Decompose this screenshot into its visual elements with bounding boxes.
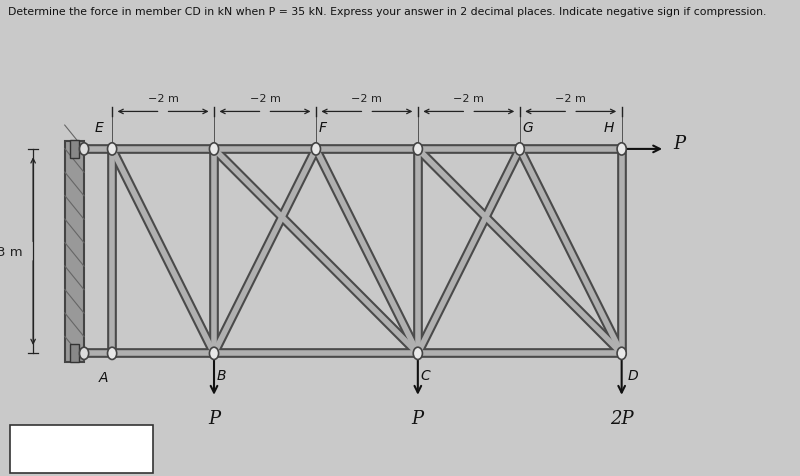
Text: B: B <box>217 368 226 383</box>
Text: A: A <box>98 371 108 385</box>
Text: 3 m: 3 m <box>0 245 23 258</box>
Text: −2 m: −2 m <box>351 94 382 104</box>
Text: F: F <box>318 121 326 135</box>
FancyBboxPatch shape <box>10 425 153 473</box>
Text: −2 m: −2 m <box>555 94 586 104</box>
Circle shape <box>515 143 524 156</box>
Text: H: H <box>604 121 614 135</box>
Circle shape <box>79 347 89 360</box>
Circle shape <box>311 143 321 156</box>
Text: P: P <box>208 409 220 427</box>
Circle shape <box>617 347 626 360</box>
Text: −2 m: −2 m <box>454 94 484 104</box>
FancyBboxPatch shape <box>70 345 79 362</box>
Text: E: E <box>94 121 103 135</box>
Circle shape <box>79 143 89 156</box>
Text: P: P <box>412 409 424 427</box>
Circle shape <box>107 143 117 156</box>
FancyBboxPatch shape <box>70 141 79 159</box>
Text: D: D <box>628 368 638 383</box>
Circle shape <box>107 347 117 360</box>
Text: −2 m: −2 m <box>148 94 178 104</box>
FancyBboxPatch shape <box>65 141 84 362</box>
Text: G: G <box>522 121 533 135</box>
Text: C: C <box>420 368 430 383</box>
Text: 2P: 2P <box>610 409 634 427</box>
Circle shape <box>210 143 218 156</box>
Circle shape <box>210 347 218 360</box>
Circle shape <box>617 143 626 156</box>
Text: −2 m: −2 m <box>250 94 281 104</box>
Text: P: P <box>674 135 686 153</box>
Circle shape <box>414 347 422 360</box>
Circle shape <box>414 143 422 156</box>
Text: Determine the force in member CD in kN when P = 35 kN. Express your answer in 2 : Determine the force in member CD in kN w… <box>8 7 766 17</box>
